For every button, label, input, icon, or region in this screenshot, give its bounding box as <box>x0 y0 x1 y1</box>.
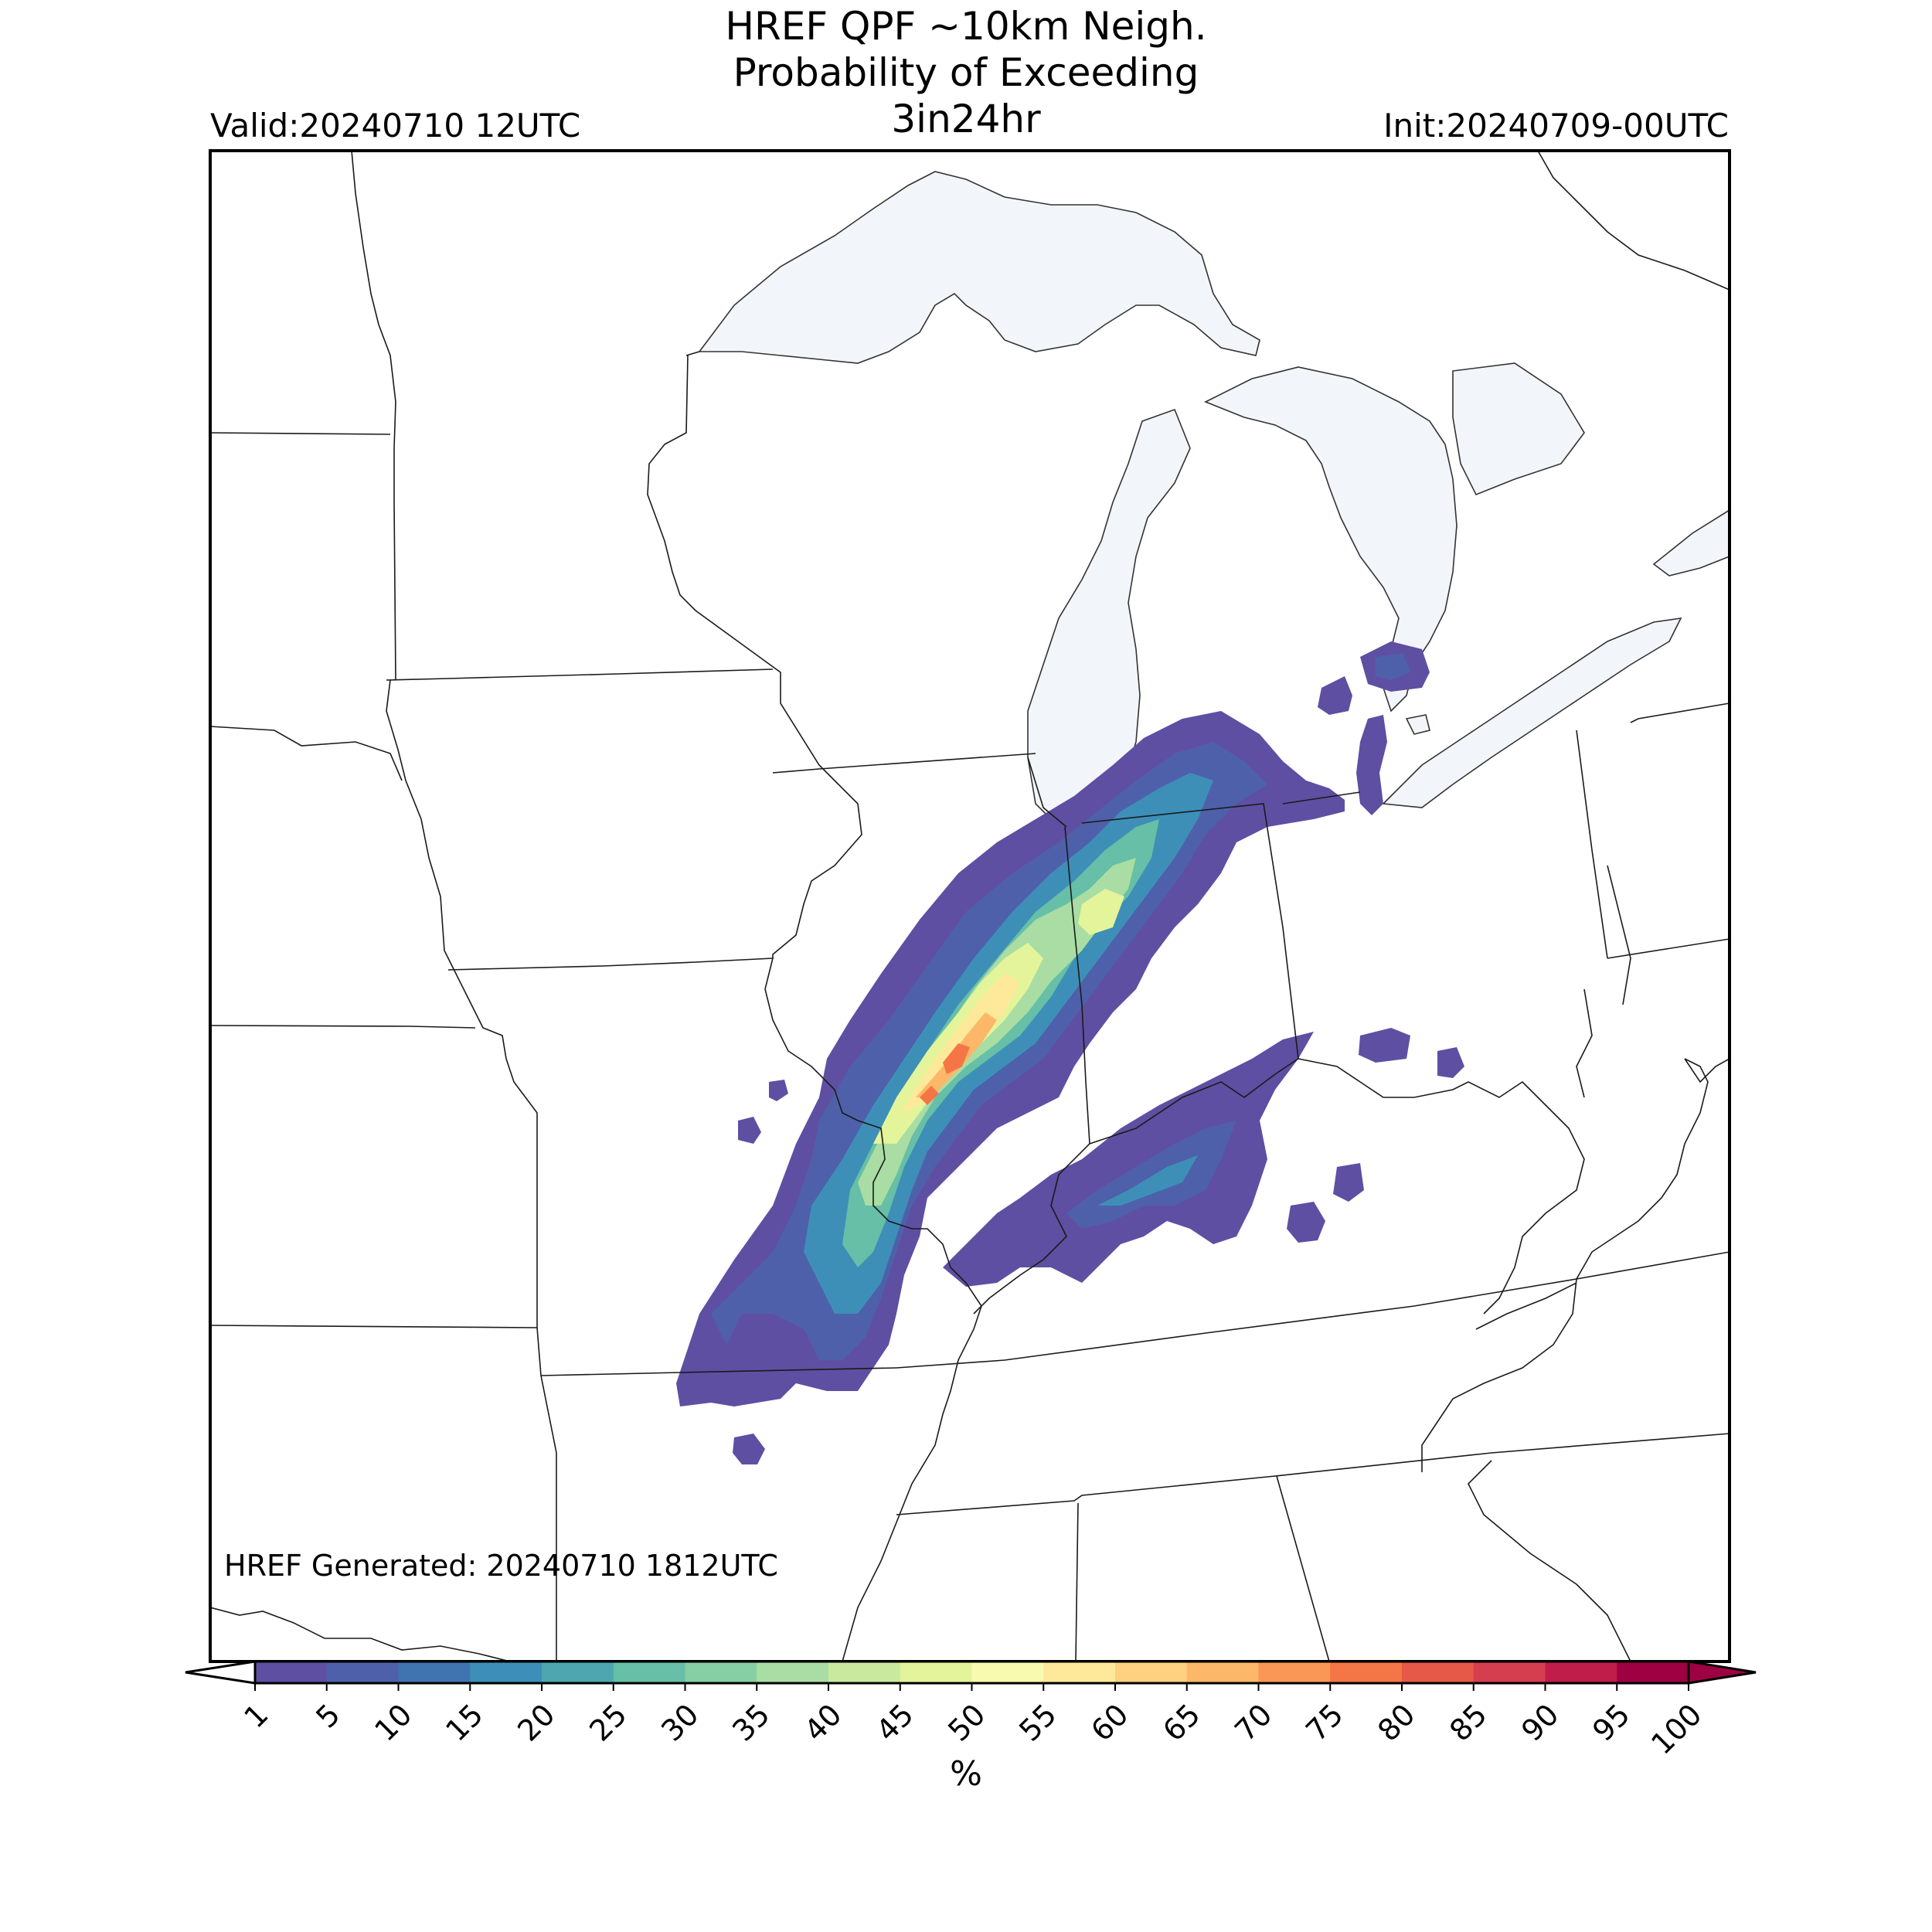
prob-band-35pct <box>858 858 1136 1206</box>
colorbar <box>185 1660 1757 1691</box>
colorbar-segment <box>685 1662 757 1683</box>
colorbar-segment <box>971 1662 1044 1683</box>
lake-shorelines <box>685 351 1067 828</box>
colorbar-segment <box>1186 1662 1259 1683</box>
lake-erie <box>1382 617 1682 808</box>
map-canvas <box>210 151 1730 1662</box>
colorbar-segment <box>1473 1662 1546 1683</box>
lake-superior <box>698 171 1260 364</box>
colorbar-over-arrow <box>1687 1660 1757 1685</box>
colorbar-segment <box>757 1662 829 1683</box>
lake-ontario <box>1652 509 1730 577</box>
colorbar-unit-label: % <box>950 1754 982 1794</box>
generated-time-label: HREF Generated: 20240710 1812UTC <box>224 1549 778 1583</box>
colorbar-segment <box>255 1662 328 1683</box>
chart-title-line2: Probability of Exceeding <box>733 50 1199 95</box>
chart-title-line3: 3in24hr <box>891 97 1041 141</box>
probability-shading <box>676 641 1464 1464</box>
colorbar-segment <box>470 1662 543 1683</box>
colorbar-segment <box>398 1662 471 1683</box>
colorbar-segment <box>900 1662 972 1683</box>
colorbar-segment <box>1115 1662 1188 1683</box>
colorbar-segment <box>1330 1662 1403 1683</box>
colorbar-segment <box>1043 1662 1116 1683</box>
state-borders <box>210 151 1730 1662</box>
valid-time-label: Valid:20240710 12UTC <box>210 107 581 145</box>
lake-huron <box>1204 362 1585 713</box>
prob-band-75pct <box>920 1043 970 1105</box>
colorbar-segment <box>828 1662 901 1683</box>
lake-st-clair <box>1405 714 1430 735</box>
colorbar-under-arrow <box>185 1660 257 1685</box>
water-bodies <box>698 171 1730 820</box>
colorbar-segment <box>1617 1662 1689 1683</box>
colorbar-segment <box>1258 1662 1331 1683</box>
colorbar-segment <box>613 1662 685 1683</box>
colorbar-segment <box>326 1662 399 1683</box>
colorbar-segment <box>1545 1662 1617 1683</box>
colorbar-segment <box>542 1662 614 1683</box>
colorbar-segment <box>1402 1662 1475 1683</box>
chart-title-line1: HREF QPF ~10km Neigh. <box>725 4 1207 49</box>
init-time-label: Init:20240709-00UTC <box>1383 107 1729 145</box>
